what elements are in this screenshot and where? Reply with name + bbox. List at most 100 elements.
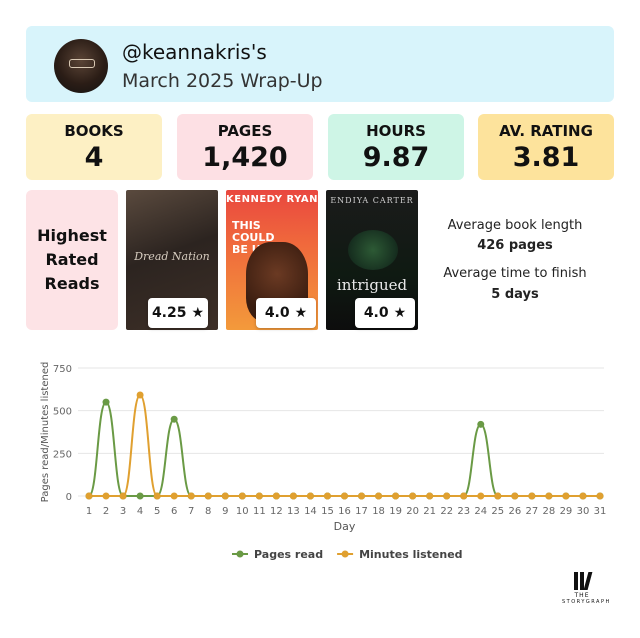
cover-art <box>348 230 398 270</box>
x-tick-label: 11 <box>253 506 266 517</box>
x-tick-label: 30 <box>577 506 590 517</box>
rating-badge: 4.0 ★ <box>355 298 415 328</box>
data-point <box>494 492 502 500</box>
data-point <box>153 492 161 500</box>
x-tick-label: 7 <box>188 506 194 517</box>
x-tick-label: 17 <box>355 506 368 517</box>
avg-length-value: 426 pages <box>477 238 553 253</box>
rating-value: 4.0 <box>264 305 290 321</box>
data-point <box>272 492 280 500</box>
x-tick-label: 31 <box>594 506 607 517</box>
x-tick-label: 5 <box>154 506 160 517</box>
x-tick-label: 6 <box>171 506 177 517</box>
x-axis-label: Day <box>334 520 356 533</box>
stat-value: 9.87 <box>362 142 430 173</box>
data-point <box>102 398 110 406</box>
x-tick-label: 16 <box>338 506 351 517</box>
legend-marker <box>341 550 349 558</box>
data-point <box>255 492 263 500</box>
stat-pages: PAGES 1,420 <box>177 114 313 180</box>
data-point <box>596 492 604 500</box>
rating-value: 4.25 <box>151 305 187 321</box>
y-tick-label: 500 <box>53 407 72 418</box>
x-tick-label: 21 <box>423 506 436 517</box>
data-point <box>358 492 366 500</box>
data-point <box>562 492 570 500</box>
data-point <box>136 391 144 399</box>
y-tick-label: 0 <box>66 492 72 503</box>
x-tick-label: 4 <box>137 506 143 517</box>
data-point <box>511 492 519 500</box>
x-tick-label: 18 <box>372 506 385 517</box>
x-tick-label: 28 <box>543 506 556 517</box>
x-tick-label: 25 <box>491 506 504 517</box>
star-icon: ★ <box>393 305 407 321</box>
x-tick-label: 8 <box>205 506 211 517</box>
data-point <box>545 492 553 500</box>
data-point <box>221 492 229 500</box>
y-tick-label: 250 <box>53 449 72 460</box>
data-point <box>204 492 212 500</box>
x-tick-label: 22 <box>440 506 453 517</box>
x-tick-label: 27 <box>525 506 538 517</box>
x-tick-label: 29 <box>560 506 573 517</box>
x-tick-label: 26 <box>508 506 521 517</box>
data-point <box>460 492 468 500</box>
legend-marker <box>236 550 244 558</box>
stat-hours: HOURS 9.87 <box>328 114 464 180</box>
storygraph-logo: THE STORYGRAPH <box>562 572 609 616</box>
data-point <box>477 492 485 500</box>
legend-label: Minutes listened <box>359 548 462 561</box>
highest-rated-heading: Highest Rated Reads <box>37 226 107 293</box>
rating-badge: 4.0 ★ <box>256 298 316 328</box>
data-point <box>426 492 434 500</box>
stat-avg-rating: AV. RATING 3.81 <box>478 114 614 180</box>
avg-length-label: Average book length <box>447 218 583 233</box>
cover-author: ENDIYA CARTER <box>330 196 414 205</box>
avg-finish-value: 5 days <box>491 287 539 302</box>
data-point <box>443 492 451 500</box>
data-point <box>170 492 178 500</box>
profile-header: @keannakris's March 2025 Wrap-Up <box>26 26 614 102</box>
x-tick-label: 2 <box>103 506 109 517</box>
x-tick-label: 15 <box>321 506 334 517</box>
series-line <box>88 393 600 497</box>
legend-label: Pages read <box>254 548 323 561</box>
highest-rated-heading-box: Highest Rated Reads <box>26 190 118 330</box>
y-tick-label: 750 <box>53 364 72 375</box>
rating-badge: 4.25 ★ <box>148 298 208 328</box>
data-point <box>306 492 314 500</box>
username: @keannakris's <box>122 40 267 64</box>
data-point <box>187 492 195 500</box>
data-point <box>85 492 93 500</box>
x-tick-label: 9 <box>222 506 228 517</box>
cover-title: intrigued <box>336 276 408 294</box>
star-icon: ★ <box>294 305 308 321</box>
x-tick-label: 19 <box>389 506 402 517</box>
stat-books: BOOKS 4 <box>26 114 162 180</box>
data-point <box>136 492 144 500</box>
x-tick-label: 14 <box>304 506 317 517</box>
stat-value: 3.81 <box>512 142 580 173</box>
cover-author: KENNEDY RYAN <box>226 194 318 205</box>
data-point <box>392 492 400 500</box>
x-tick-label: 3 <box>120 506 126 517</box>
series-line <box>88 401 600 497</box>
avg-finish-label: Average time to finish <box>443 266 587 281</box>
x-tick-label: 10 <box>236 506 249 517</box>
data-point <box>528 492 536 500</box>
cover-title: Dread Nation <box>134 250 210 263</box>
stat-value: 1,420 <box>202 142 288 173</box>
avatar <box>54 39 108 93</box>
data-point <box>289 492 297 500</box>
data-point <box>119 492 127 500</box>
wrap-up-title: March 2025 Wrap-Up <box>122 70 323 92</box>
data-point <box>477 420 485 428</box>
data-point <box>238 492 246 500</box>
stat-label: AV. RATING <box>499 122 593 140</box>
data-point <box>375 492 383 500</box>
data-point <box>579 492 587 500</box>
data-point <box>102 492 110 500</box>
x-tick-label: 24 <box>474 506 487 517</box>
